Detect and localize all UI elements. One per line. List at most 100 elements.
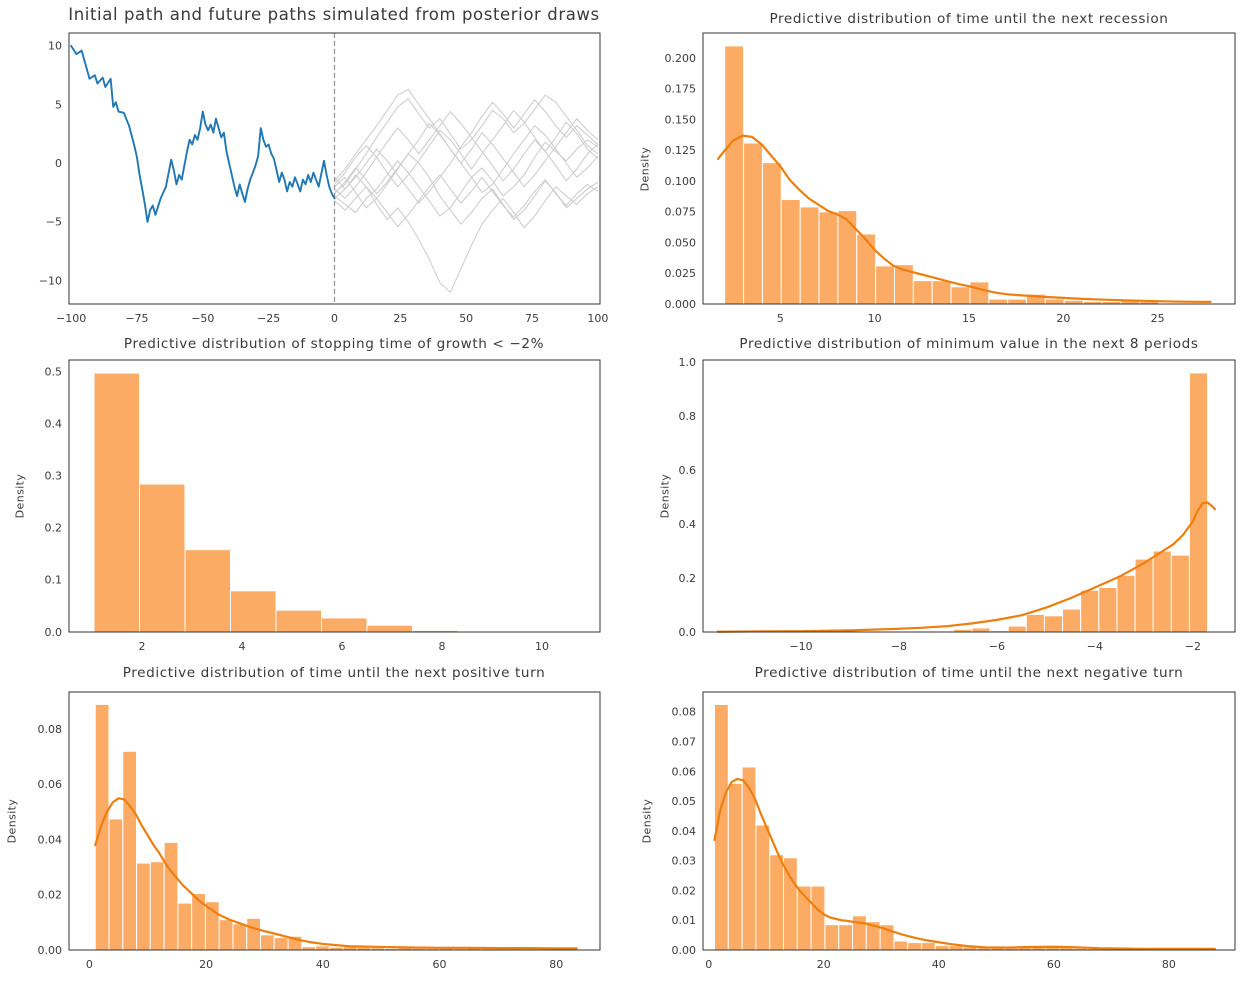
y-tick-label: 0.03 <box>672 855 697 868</box>
plot-area: 2 4 6 8 10 0.0 0.1 0.2 0.3 0.4 0.5 <box>45 359 601 653</box>
y-tick-label: 0.06 <box>38 778 63 791</box>
subplot-stopping-time-growth: Predictive distribution of stopping time… <box>0 332 630 662</box>
histogram-bars <box>94 703 578 951</box>
initial-path-line <box>70 44 336 223</box>
y-tick-label: 0.4 <box>45 417 63 430</box>
y-tick-label: 0.6 <box>679 464 697 477</box>
y-axis: 0.0 0.1 0.2 0.3 0.4 0.5 <box>45 365 63 639</box>
x-tick-label: −6 <box>989 640 1005 653</box>
x-tick-label: 60 <box>433 958 447 971</box>
y-tick-label: 0.000 <box>665 298 697 311</box>
x-tick-label: 15 <box>962 312 976 325</box>
y-tick-label: 0.2 <box>679 572 697 585</box>
x-tick-label: 10 <box>535 640 549 653</box>
histogram-bars <box>93 372 459 633</box>
kde-curve <box>94 797 578 950</box>
subplot-initial-and-future-paths: Initial path and future paths simulated … <box>0 0 630 332</box>
x-axis: 2 4 6 8 10 <box>139 640 550 653</box>
plot-frame <box>68 691 601 951</box>
x-tick-label: 80 <box>1162 958 1176 971</box>
histogram-bars <box>724 45 1160 305</box>
plot-frame <box>68 32 601 305</box>
y-tick-label: 0.06 <box>672 765 697 778</box>
kde-curve <box>716 134 1212 304</box>
y-tick-label: 0.0 <box>679 626 697 639</box>
x-tick-label: 20 <box>817 958 831 971</box>
x-tick-label: −10 <box>789 640 812 653</box>
plot-title: Predictive distribution of time until th… <box>754 665 1184 681</box>
y-axis: −10 −5 0 5 10 <box>39 40 62 288</box>
x-tick-label: 25 <box>393 312 407 325</box>
x-tick-label: 25 <box>1151 312 1165 325</box>
y-tick-label: 0.5 <box>45 365 63 378</box>
y-tick-label: 0.025 <box>665 267 697 280</box>
y-tick-label: 0.8 <box>679 410 697 423</box>
x-tick-label: 50 <box>459 312 473 325</box>
x-axis: −10 −8 −6 −4 −2 <box>789 640 1201 653</box>
y-tick-label: 0.04 <box>672 825 697 838</box>
x-tick-label: −8 <box>891 640 907 653</box>
y-tick-label: 5 <box>55 98 62 111</box>
y-axis: 0.00 0.01 0.02 0.03 0.04 0.05 0.06 0.07 0.08 <box>672 706 697 957</box>
x-axis: −100 −75 −50 −25 0 25 50 75 100 <box>56 312 608 325</box>
y-tick-label: 0 <box>55 157 62 170</box>
y-tick-label: 0.02 <box>38 889 63 902</box>
plot-title: Predictive distribution of time until th… <box>769 11 1169 27</box>
y-tick-label: 0.00 <box>672 944 697 957</box>
y-axis: 0.0 0.2 0.4 0.6 0.8 1.0 <box>679 356 697 639</box>
x-tick-label: −100 <box>56 312 86 325</box>
kde-curve <box>713 777 1216 950</box>
y-tick-label: 0.01 <box>672 914 697 927</box>
y-tick-label: 0.04 <box>38 833 63 846</box>
x-tick-label: 40 <box>316 958 330 971</box>
subplot-time-until-next-recession: Predictive distribution of time until th… <box>629 0 1259 332</box>
x-tick-label: 80 <box>549 958 563 971</box>
plot-frame <box>702 32 1236 305</box>
plot-title: Initial path and future paths simulated … <box>68 5 600 24</box>
y-tick-label: −5 <box>46 216 62 229</box>
subplot-minimum-value-next-8-periods: Predictive distribution of minimum value… <box>629 332 1259 662</box>
y-tick-label: 0.1 <box>45 574 63 587</box>
future-path-lines <box>334 88 599 293</box>
x-tick-label: 60 <box>1047 958 1061 971</box>
x-tick-label: −4 <box>1087 640 1103 653</box>
x-tick-label: 5 <box>777 312 784 325</box>
plot-area: 0 20 40 60 800.000.010.020.030.040.050.060.0… <box>672 691 1236 971</box>
plot-area: −10 −8 −6 −4 −2 0.0 0.2 0.4 0.6 0.8 1.0 <box>679 356 1236 653</box>
histogram-bars <box>714 704 1212 951</box>
x-tick-label: 100 <box>587 312 608 325</box>
x-tick-label: 8 <box>439 640 446 653</box>
x-tick-label: 20 <box>199 958 213 971</box>
x-tick-label: −2 <box>1185 640 1201 653</box>
y-tick-label: 0.08 <box>38 723 63 736</box>
y-tick-label: 1.0 <box>679 356 697 369</box>
y-tick-label: −10 <box>39 274 62 287</box>
x-tick-label: −75 <box>125 312 148 325</box>
kde-curve <box>716 501 1217 633</box>
x-tick-label: 10 <box>868 312 882 325</box>
y-tick-label: 0.100 <box>665 175 697 188</box>
subplot-time-until-next-negative-turn: Predictive distribution of time until th… <box>629 662 1259 992</box>
y-tick-label: 10 <box>48 40 62 53</box>
y-tick-label: 0.200 <box>665 52 697 65</box>
x-axis: 0 20 40 60 80 <box>86 958 563 971</box>
x-tick-label: 75 <box>525 312 539 325</box>
plot-frame <box>702 691 1236 951</box>
y-tick-label: 0.08 <box>672 706 697 719</box>
y-tick-label: 0.0 <box>45 626 63 639</box>
y-axis: 0.00 0.02 0.04 0.06 0.08 <box>38 723 63 957</box>
y-tick-label: 0.125 <box>665 144 697 157</box>
plot-title: Predictive distribution of stopping time… <box>123 336 545 352</box>
plot-frame <box>702 359 1236 633</box>
x-tick-label: 4 <box>239 640 246 653</box>
y-tick-label: 0.175 <box>665 83 697 96</box>
x-axis: 0 20 40 60 80 <box>705 958 1176 971</box>
plot-frame <box>68 359 601 633</box>
plot-area: 0 20 40 60 80 0.00 0.02 0.04 0.06 0.08 <box>38 691 601 971</box>
y-tick-label: 0.3 <box>45 469 63 482</box>
x-tick-label: 2 <box>139 640 146 653</box>
y-tick-label: 0.2 <box>45 522 63 535</box>
y-tick-label: 0.00 <box>38 944 63 957</box>
